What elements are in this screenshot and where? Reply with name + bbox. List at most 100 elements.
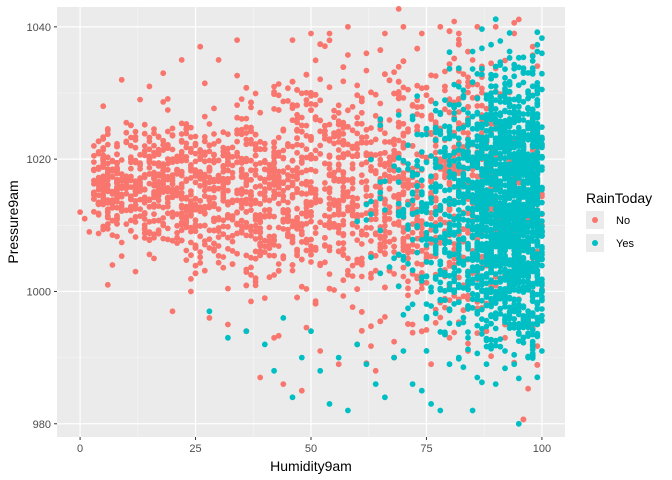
point-no (377, 318, 384, 325)
point-no (460, 71, 467, 77)
point-yes (511, 164, 518, 171)
point-no (169, 159, 176, 166)
point-no (220, 217, 227, 224)
point-no (455, 274, 462, 281)
point-yes (506, 221, 513, 228)
point-no (114, 143, 120, 150)
point-yes (437, 287, 444, 293)
point-yes (529, 310, 536, 316)
point-no (155, 160, 162, 166)
point-yes (483, 250, 490, 257)
point-no (271, 175, 277, 182)
point-no (349, 194, 356, 201)
point-no (331, 169, 337, 176)
point-no (340, 211, 347, 218)
point-no (289, 78, 296, 85)
point-no (243, 84, 250, 91)
point-no (243, 269, 250, 275)
point-yes (483, 323, 490, 330)
point-no (155, 133, 162, 140)
point-yes (479, 325, 485, 332)
point-no (460, 226, 467, 233)
point-no (118, 239, 125, 246)
point-no (109, 167, 116, 174)
point-yes (492, 325, 499, 332)
point-no (243, 115, 250, 122)
point-no (164, 156, 171, 162)
point-yes (483, 302, 490, 309)
point-yes (437, 279, 444, 286)
point-no (289, 239, 296, 246)
point-no (340, 178, 347, 185)
point-no (146, 196, 153, 203)
point-no (340, 246, 347, 252)
point-no (178, 157, 185, 164)
point-no (127, 177, 134, 184)
point-yes (483, 294, 490, 300)
point-no (358, 179, 365, 186)
point-yes (400, 348, 407, 354)
point-no (127, 173, 134, 180)
point-no (155, 227, 162, 234)
point-no (95, 138, 102, 145)
point-no (141, 222, 148, 229)
point-no (372, 231, 379, 238)
point-no (160, 99, 167, 105)
point-yes (423, 259, 430, 265)
point-no (322, 160, 328, 167)
point-yes (391, 163, 397, 170)
point-yes (479, 265, 485, 272)
point-yes (446, 133, 453, 140)
point-no (280, 197, 287, 204)
point-no (455, 170, 462, 177)
point-no (442, 168, 448, 174)
point-no (409, 248, 416, 255)
point-yes (511, 301, 518, 308)
point-yes (432, 243, 439, 250)
point-yes (506, 230, 513, 237)
point-no (169, 146, 176, 153)
point-no (266, 240, 273, 247)
point-no (326, 220, 333, 227)
point-yes (469, 226, 476, 233)
point-no (271, 241, 277, 248)
point-no (100, 226, 107, 233)
point-no (104, 221, 111, 228)
point-yes (529, 326, 536, 333)
point-yes (414, 171, 421, 178)
point-yes (488, 75, 494, 82)
point-no (118, 191, 125, 198)
point-no (252, 141, 259, 148)
point-yes (488, 71, 494, 78)
point-no (423, 155, 430, 161)
point-no (340, 130, 347, 137)
point-no (100, 184, 107, 191)
point-yes (446, 157, 453, 164)
point-yes (400, 209, 407, 216)
point-no (395, 63, 402, 70)
point-no (539, 193, 545, 200)
point-no (312, 247, 319, 253)
point-no (340, 138, 347, 144)
point-no (298, 169, 305, 176)
point-yes (428, 199, 434, 206)
point-no (123, 139, 130, 146)
point-yes (506, 129, 513, 136)
point-no (400, 181, 407, 188)
point-no (95, 211, 102, 218)
point-no (331, 224, 337, 230)
point-no (400, 273, 407, 280)
point-no (428, 361, 434, 368)
point-yes (289, 394, 296, 401)
point-yes (515, 296, 522, 303)
point-no (442, 83, 448, 90)
point-no (155, 197, 162, 204)
point-yes (525, 282, 531, 289)
point-no (358, 259, 365, 266)
point-yes (437, 234, 444, 241)
point-no (423, 251, 430, 258)
point-no (229, 214, 236, 220)
point-no (363, 159, 370, 166)
point-yes (437, 258, 444, 265)
